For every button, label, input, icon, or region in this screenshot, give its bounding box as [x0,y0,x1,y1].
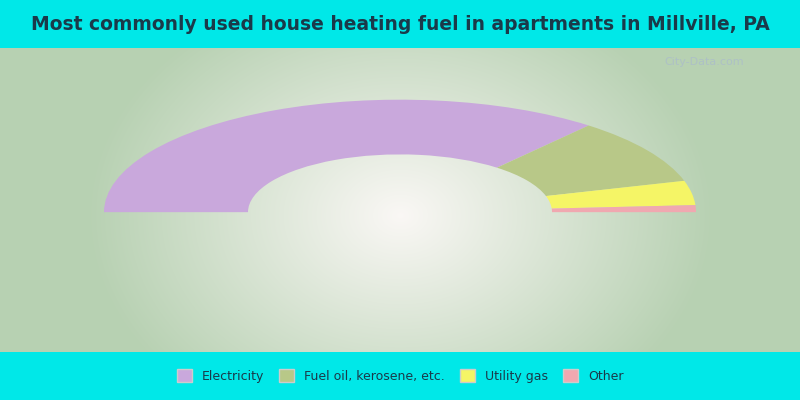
Wedge shape [104,100,589,212]
Wedge shape [552,205,696,212]
Text: Most commonly used house heating fuel in apartments in Millville, PA: Most commonly used house heating fuel in… [30,14,770,34]
Legend: Electricity, Fuel oil, kerosene, etc., Utility gas, Other: Electricity, Fuel oil, kerosene, etc., U… [172,364,628,388]
Wedge shape [546,181,695,208]
Wedge shape [497,126,684,196]
Text: City-Data.com: City-Data.com [664,57,744,67]
